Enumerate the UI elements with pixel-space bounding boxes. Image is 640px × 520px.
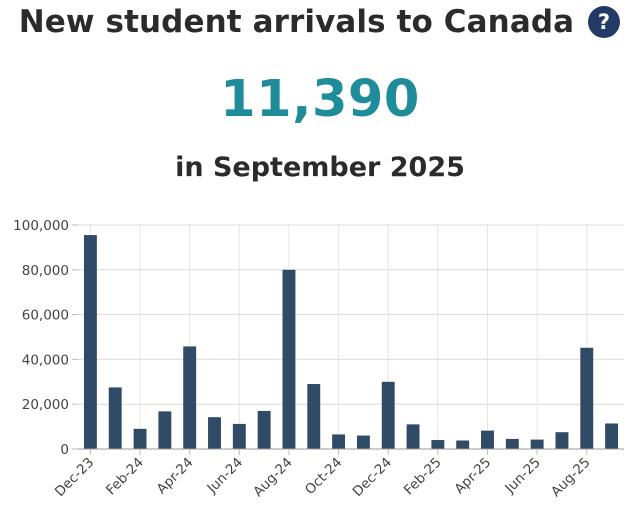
y-tick-label: 100,000 — [13, 218, 69, 234]
bar — [406, 424, 420, 449]
bar — [108, 387, 122, 449]
y-tick-label: 40,000 — [22, 352, 69, 368]
x-tick-label: Dec-23 — [52, 455, 97, 500]
bar — [282, 269, 296, 449]
x-tick-label: Apr-24 — [154, 455, 197, 498]
y-tick-label: 0 — [60, 442, 69, 458]
title-row: New student arrivals to Canada ? — [0, 4, 640, 40]
highlight-value: 11,390 — [220, 70, 420, 129]
bar — [356, 435, 370, 449]
x-tick-label: Feb-25 — [401, 455, 445, 499]
bar — [257, 410, 271, 449]
x-tick-label: Dec-24 — [350, 455, 395, 500]
bar — [83, 235, 97, 449]
x-tick-label: Oct-24 — [302, 455, 345, 498]
bar — [431, 440, 445, 449]
bar — [381, 381, 395, 449]
bar — [580, 347, 594, 449]
bar — [307, 384, 321, 449]
bar — [158, 411, 172, 449]
x-tick-label: Jun-25 — [501, 455, 544, 498]
x-tick-label: Feb-24 — [103, 455, 147, 499]
bar — [232, 423, 246, 449]
bar — [183, 346, 197, 449]
chart-title: New student arrivals to Canada — [18, 4, 575, 40]
y-tick-label: 80,000 — [22, 263, 69, 279]
x-tick-label: Aug-24 — [250, 455, 296, 501]
bar — [456, 440, 470, 449]
x-tick-label: Aug-25 — [548, 455, 594, 501]
bar — [481, 430, 494, 449]
y-tick-label: 60,000 — [22, 308, 69, 324]
x-tick-label: Jun-24 — [204, 455, 247, 498]
y-tick-label: 20,000 — [22, 397, 69, 413]
x-tick-label: Apr-25 — [452, 455, 495, 498]
bar — [530, 439, 544, 449]
svg-text:?: ? — [598, 10, 610, 34]
bar — [555, 432, 569, 449]
highlight-caption: in September 2025 — [175, 152, 465, 183]
bar — [605, 423, 619, 449]
question-circle-icon[interactable]: ? — [587, 5, 621, 39]
bar — [332, 434, 346, 449]
bar — [208, 417, 221, 449]
bar — [505, 438, 519, 449]
bar — [133, 428, 147, 449]
